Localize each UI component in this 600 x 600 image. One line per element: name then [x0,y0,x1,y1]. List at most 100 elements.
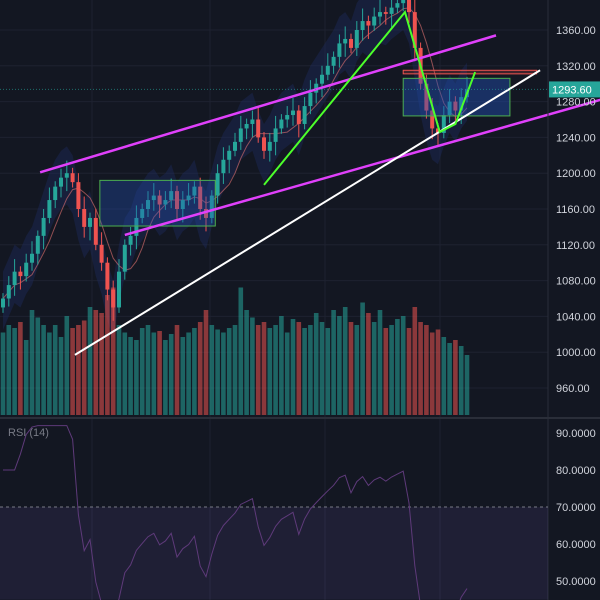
price-tick-label: 1240.00 [556,132,596,144]
volume-bar [273,325,278,415]
volume-bar [105,295,110,415]
support-trendline [74,69,541,356]
candle [395,3,400,8]
candle [244,123,249,129]
candle [12,271,17,286]
candle [47,200,52,218]
candle [157,195,162,205]
volume-bar [197,322,203,415]
candle [320,74,324,84]
volume-bar [337,316,342,415]
volume-bar [406,328,412,415]
volume-bar [238,287,244,415]
volume-bar [76,325,81,415]
volume-bar [348,322,354,415]
volume-bar [354,325,360,415]
volume-bar [226,328,232,415]
candle [122,244,127,272]
volume-bar [35,317,41,415]
candle [279,119,284,129]
candle [215,173,220,196]
volume-bar [250,317,255,415]
price-tick-label: 1040.00 [556,311,596,323]
volume-bar [168,334,174,415]
candle [383,12,388,14]
volume-bar [244,310,249,415]
volume-bar [139,328,145,415]
candle [331,56,336,66]
volume-bar [255,325,261,415]
volume-bar [41,325,46,415]
candle [436,128,440,133]
candle [453,101,458,111]
candle [233,141,237,151]
volume-bar [145,325,151,415]
volume-bar [64,316,70,415]
candle [175,191,179,209]
volume-bar [447,343,452,415]
volume-bar [47,332,52,415]
volume-bar [331,310,336,415]
volume-bar [366,313,371,415]
volume-bar [23,340,29,415]
volume-bar [296,322,302,415]
rsi-label: RSI (14) [8,427,49,439]
volume-bar [412,307,418,415]
volume-bar [267,328,273,415]
upper-channel-line [39,34,497,174]
price-tick-label: 1280.00 [556,97,596,109]
candle [198,186,203,209]
candle [273,128,278,142]
candle [24,262,29,277]
candle [169,191,174,201]
bollinger-band [3,0,467,339]
lower-channel-line [124,98,600,237]
volume-bar [261,322,267,415]
candle [354,30,359,48]
volume-bar [163,340,168,415]
candle [35,235,40,254]
volume-bar [371,322,377,415]
candle [238,128,243,142]
candle [360,21,365,30]
volume-bar [383,328,389,415]
candle [64,173,69,178]
candle [88,217,92,227]
candle [401,0,406,4]
volume-bar [203,310,209,415]
volume-bar [70,328,75,415]
volume-bar [174,325,180,415]
candle [349,38,353,48]
volume-bar [221,332,226,415]
candle [93,217,98,245]
last-price-badge [549,81,600,98]
candle [105,262,110,290]
price-tick-label: 960.00 [556,383,590,395]
price-tick-label: 1360.00 [556,25,596,37]
volume-bar [99,313,104,415]
candle [256,119,261,138]
last-price-label: 1293.60 [552,84,592,96]
price-tick-label: 1320.00 [556,61,596,73]
volume-bar [360,302,365,415]
candle [227,150,232,160]
candle [59,177,63,187]
volume-bar [180,337,186,415]
volume-bar [319,322,325,415]
price-tick-label: 1080.00 [556,276,596,288]
candle [18,271,23,277]
volume-bar [52,325,58,415]
candle [407,0,411,13]
candle [366,21,371,26]
volume-bar [157,331,162,415]
candle [459,97,464,111]
candle [30,253,34,263]
candle [424,83,429,111]
price-tick-label: 1160.00 [556,204,595,216]
volume-bar [325,328,331,415]
volume-bar [395,319,400,415]
volume-bar [464,355,470,415]
volume-bar [116,325,122,415]
